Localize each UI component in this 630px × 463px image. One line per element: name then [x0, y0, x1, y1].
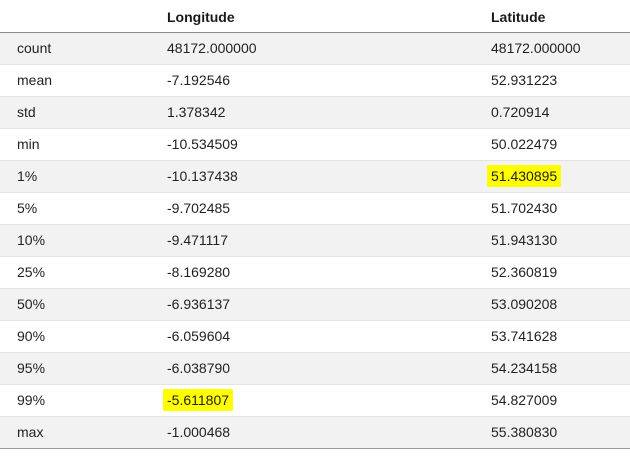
latitude-value: 53.741628 — [491, 328, 558, 344]
row-label: 10% — [17, 232, 46, 248]
longitude-cell: -5.611807 — [163, 385, 234, 416]
table-row-95pct: 95% -6.038790 54.234158 — [0, 353, 630, 385]
row-label: 50% — [17, 296, 46, 312]
longitude-value: -10.137438 — [167, 168, 238, 184]
table-row-99pct: 99% -5.611807 54.827009 — [0, 385, 630, 417]
row-label: 90% — [17, 328, 46, 344]
longitude-value: -6.059604 — [167, 328, 231, 344]
row-label: mean — [17, 72, 53, 88]
row-label: min — [17, 136, 40, 152]
table-row-count: count 48172.000000 48172.000000 — [0, 33, 630, 65]
row-label: max — [17, 424, 44, 440]
row-label: 5% — [17, 200, 38, 216]
latitude-cell: 51.430895 — [487, 161, 562, 192]
longitude-value: -8.169280 — [167, 264, 231, 280]
table-row-25pct: 25% -8.169280 52.360819 — [0, 257, 630, 289]
latitude-value: 48172.000000 — [491, 40, 581, 56]
latitude-value: 50.022479 — [491, 136, 558, 152]
latitude-value: 54.234158 — [491, 360, 558, 376]
latitude-value: 54.827009 — [491, 392, 558, 408]
longitude-value: -1.000468 — [167, 424, 231, 440]
row-label: 1% — [17, 168, 38, 184]
table-row-50pct: 50% -6.936137 53.090208 — [0, 289, 630, 321]
table-header: Longitude Latitude — [0, 0, 630, 33]
table-row-std: std 1.378342 0.720914 — [0, 97, 630, 129]
highlighted-longitude-value: -5.611807 — [163, 389, 234, 411]
row-label: 95% — [17, 360, 46, 376]
latitude-value: 52.931223 — [491, 72, 558, 88]
table-row-90pct: 90% -6.059604 53.741628 — [0, 321, 630, 353]
header-latitude: Latitude — [491, 9, 546, 25]
header-longitude: Longitude — [167, 9, 235, 25]
row-label: 99% — [17, 392, 46, 408]
latitude-value: 55.380830 — [491, 424, 558, 440]
latitude-value: 0.720914 — [491, 104, 550, 120]
latitude-value: 52.360819 — [491, 264, 558, 280]
table-row-5pct: 5% -9.702485 51.702430 — [0, 193, 630, 225]
table-row-mean: mean -7.192546 52.931223 — [0, 65, 630, 97]
longitude-value: -9.471117 — [167, 232, 228, 248]
longitude-value: -6.038790 — [167, 360, 231, 376]
table-row-1pct: 1% -10.137438 51.430895 — [0, 161, 630, 193]
longitude-value: -7.192546 — [167, 72, 231, 88]
row-label: std — [17, 104, 36, 120]
longitude-value: 48172.000000 — [167, 40, 257, 56]
longitude-value: 1.378342 — [167, 104, 226, 120]
longitude-value: -10.534509 — [167, 136, 238, 152]
longitude-value: -9.702485 — [167, 200, 231, 216]
describe-table: Longitude Latitude count 48172.000000 48… — [0, 0, 630, 449]
highlighted-latitude-value: 51.430895 — [487, 165, 562, 187]
longitude-value: -6.936137 — [167, 296, 231, 312]
table-row-max: max -1.000468 55.380830 — [0, 417, 630, 449]
latitude-value: 51.943130 — [491, 232, 558, 248]
row-label: count — [17, 40, 52, 56]
row-label: 25% — [17, 264, 46, 280]
table-row-10pct: 10% -9.471117 51.943130 — [0, 225, 630, 257]
latitude-value: 51.702430 — [491, 200, 558, 216]
latitude-value: 53.090208 — [491, 296, 558, 312]
table-row-min: min -10.534509 50.022479 — [0, 129, 630, 161]
